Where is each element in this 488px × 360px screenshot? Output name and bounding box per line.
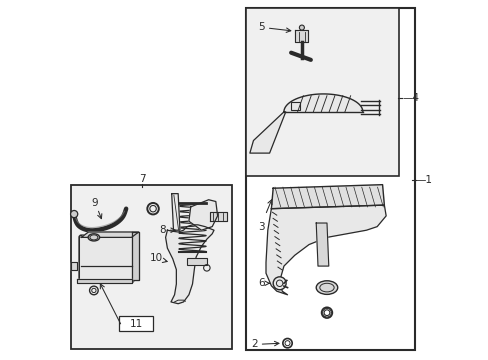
Circle shape bbox=[70, 211, 78, 218]
Text: 3: 3 bbox=[258, 222, 264, 231]
Bar bbox=[70, 185, 231, 348]
Bar bbox=[119, 316, 153, 331]
Text: —1: —1 bbox=[415, 175, 432, 185]
Ellipse shape bbox=[316, 281, 337, 294]
Circle shape bbox=[299, 25, 304, 30]
Polygon shape bbox=[188, 200, 217, 230]
Polygon shape bbox=[77, 279, 131, 283]
Ellipse shape bbox=[88, 234, 100, 241]
Text: —4: —4 bbox=[402, 93, 418, 103]
Polygon shape bbox=[71, 262, 77, 270]
Polygon shape bbox=[265, 205, 386, 295]
Circle shape bbox=[273, 277, 285, 290]
Polygon shape bbox=[131, 232, 139, 280]
Bar bbox=[246, 8, 398, 176]
Text: 5: 5 bbox=[258, 22, 264, 32]
Text: 9: 9 bbox=[91, 198, 98, 208]
Text: 10: 10 bbox=[150, 253, 163, 263]
Polygon shape bbox=[271, 185, 384, 209]
Polygon shape bbox=[295, 31, 308, 42]
Polygon shape bbox=[249, 112, 285, 153]
Text: 11: 11 bbox=[129, 319, 142, 329]
Text: 6: 6 bbox=[258, 278, 264, 288]
Text: 7: 7 bbox=[139, 174, 145, 184]
FancyBboxPatch shape bbox=[79, 235, 133, 283]
Polygon shape bbox=[171, 194, 180, 230]
Bar bbox=[187, 258, 206, 265]
Polygon shape bbox=[284, 94, 362, 112]
Bar bbox=[290, 102, 300, 110]
Text: 2: 2 bbox=[251, 339, 257, 349]
Polygon shape bbox=[316, 223, 328, 266]
Text: 8: 8 bbox=[159, 225, 166, 235]
Polygon shape bbox=[81, 232, 139, 237]
Polygon shape bbox=[165, 225, 214, 304]
Polygon shape bbox=[210, 212, 226, 221]
Bar bbox=[246, 8, 414, 350]
